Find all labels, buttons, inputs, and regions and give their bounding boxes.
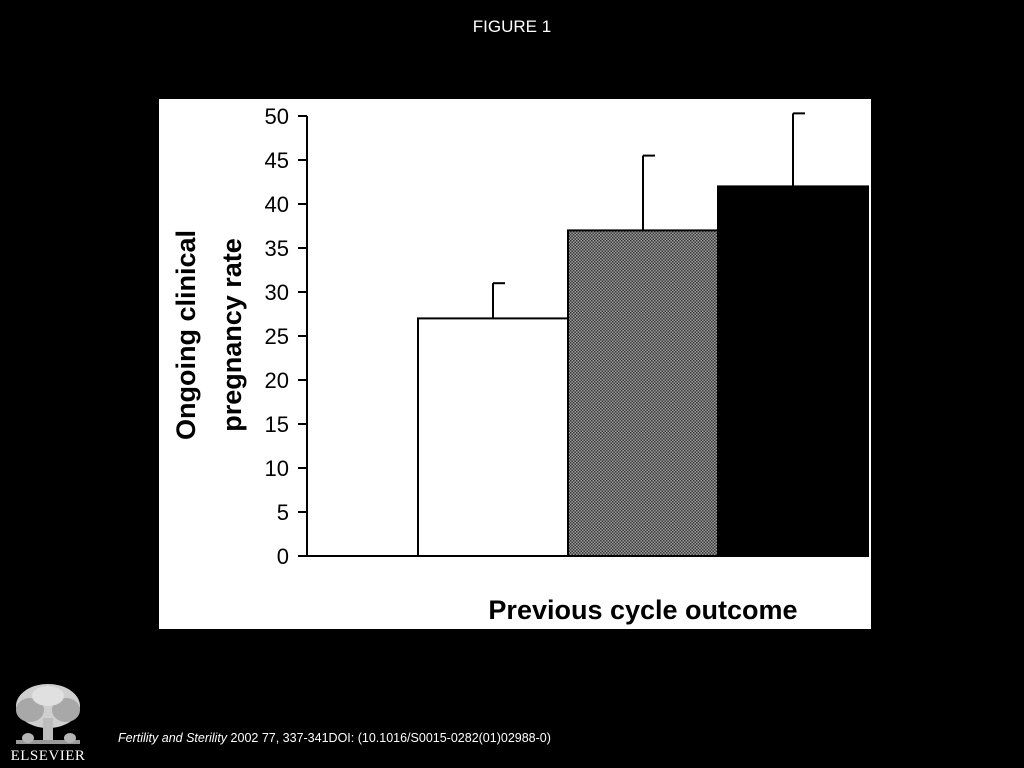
y-tick-label: 20 xyxy=(265,368,289,393)
x-axis-label: Previous cycle outcome xyxy=(488,595,797,625)
y-axis-label-line-2: pregnancy rate xyxy=(217,238,247,432)
bar xyxy=(717,185,869,558)
journal-name: Fertility and Sterility xyxy=(118,731,228,745)
y-tick-label: 45 xyxy=(265,148,289,173)
y-tick-label: 5 xyxy=(277,500,289,525)
y-tick-label: 35 xyxy=(265,236,289,261)
chart-panel: Ongoing clinical pregnancy rate 0 5 10 15 20… xyxy=(159,99,871,629)
y-tick-label: 40 xyxy=(265,192,289,217)
y-tick-label: 15 xyxy=(265,412,289,437)
y-axis-label-group: Ongoing clinical pregnancy rate xyxy=(171,230,247,440)
y-tick-label: 10 xyxy=(265,456,289,481)
slide-title: FIGURE 1 xyxy=(472,17,552,36)
bar xyxy=(417,317,569,557)
bar xyxy=(567,229,719,557)
citation: Fertility and Sterility 2002 77, 337-341… xyxy=(118,731,551,745)
bar-chart: Ongoing clinical pregnancy rate 0 5 10 15 20… xyxy=(171,104,869,625)
bars xyxy=(417,112,869,558)
publisher-name: ELSEVIER xyxy=(10,748,86,764)
y-tick-label: 50 xyxy=(265,104,289,129)
elsevier-tree-icon xyxy=(16,684,80,744)
y-axis: 0 5 10 15 20 25 30 35 40 45 50 xyxy=(265,104,867,569)
y-tick-label: 30 xyxy=(265,280,289,305)
y-axis-label-line-1: Ongoing clinical xyxy=(171,230,201,440)
y-tick-label: 0 xyxy=(277,544,289,569)
y-tick-label: 25 xyxy=(265,324,289,349)
citation-details: 2002 77, 337-341DOI: (10.1016/S0015-0282… xyxy=(227,731,551,745)
